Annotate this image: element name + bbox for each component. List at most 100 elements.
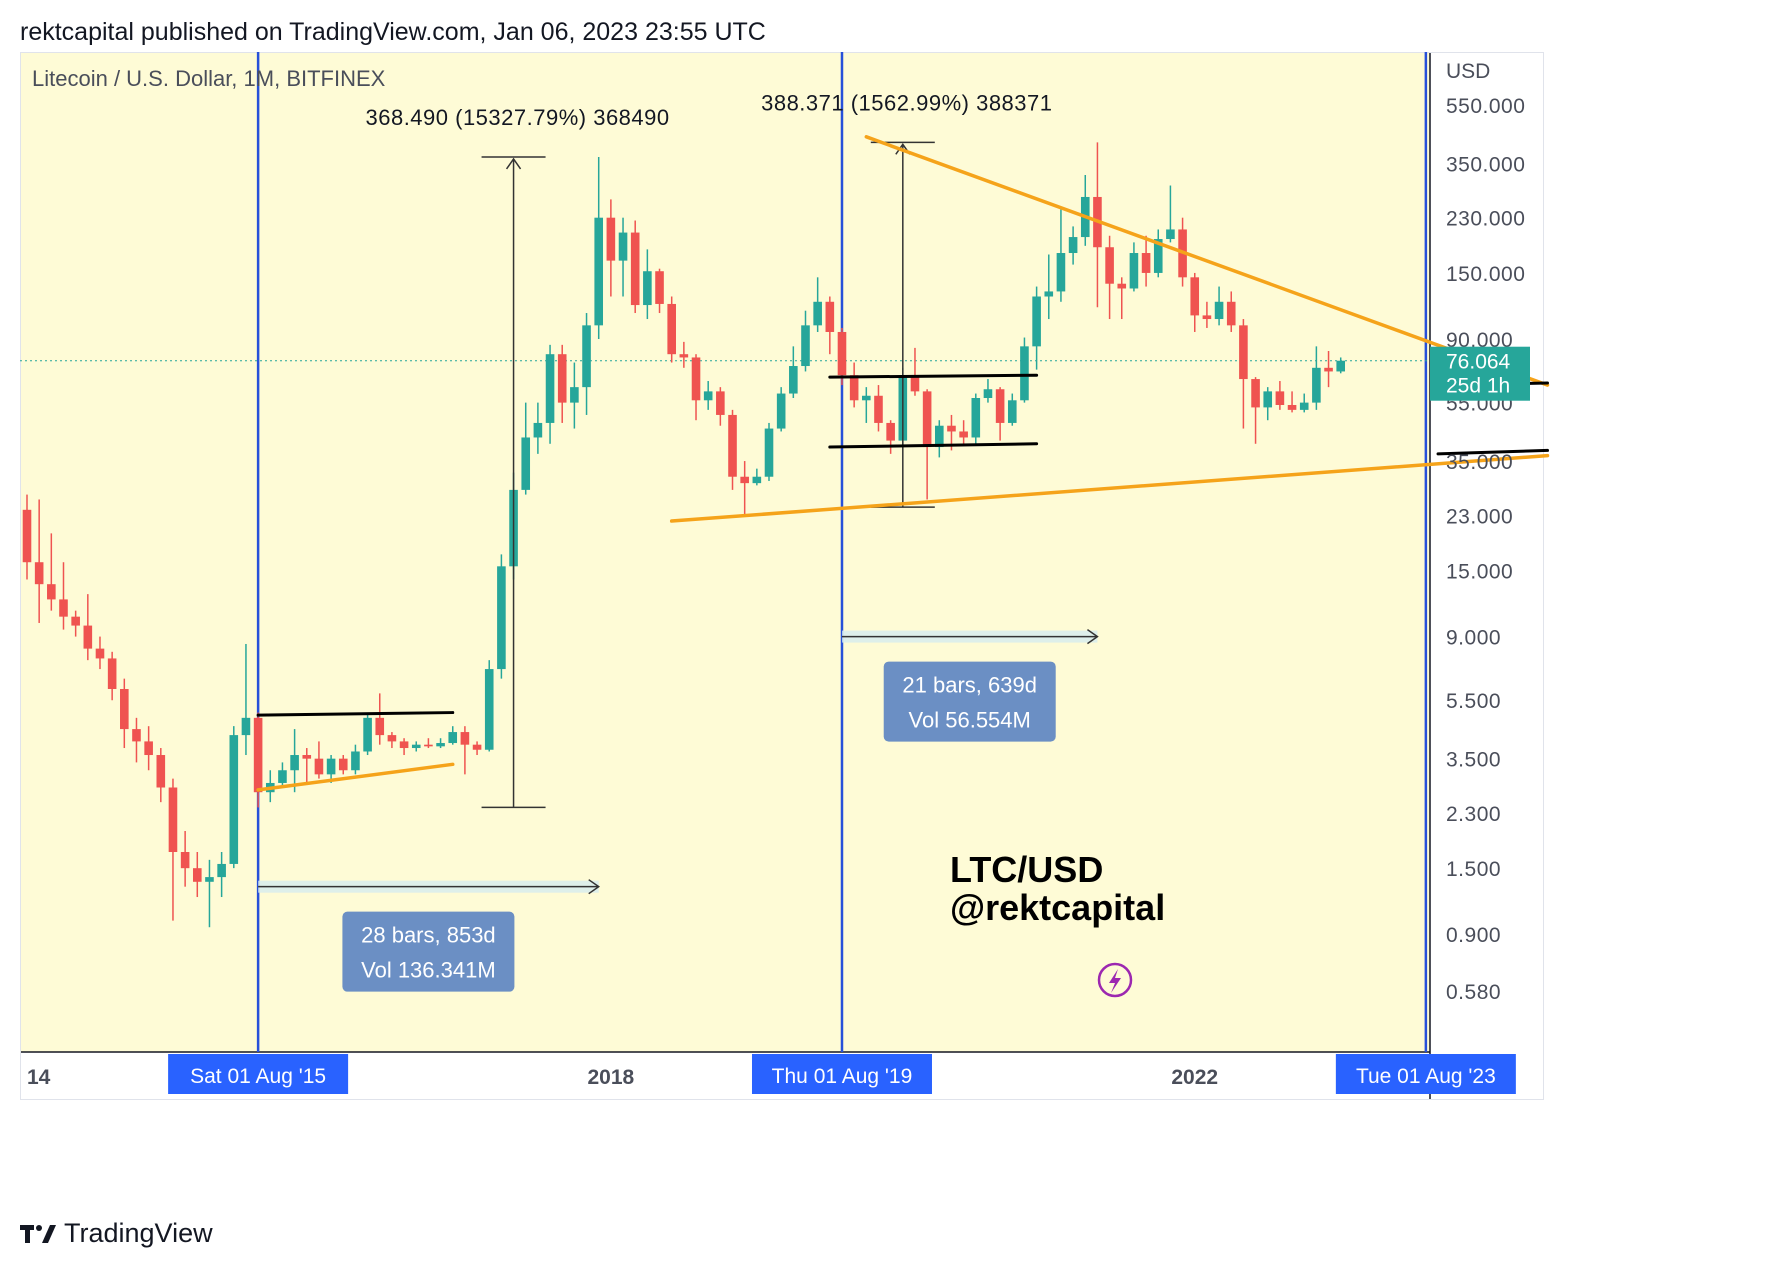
trendline-orange-1[interactable] — [669, 453, 1550, 523]
candle — [399, 738, 409, 756]
candle — [862, 387, 871, 423]
candle — [728, 409, 737, 490]
date-range-1[interactable]: 21 bars, 639d Vol 56.554M — [841, 628, 1099, 742]
candle — [825, 296, 835, 355]
candle — [1056, 209, 1066, 302]
y-tick-label: 230.000 — [1446, 208, 1525, 231]
trendline-orange-2[interactable] — [864, 135, 1550, 387]
candle — [375, 693, 385, 745]
y-tick-label: 5.500 — [1446, 690, 1501, 713]
y-tick-label: 3.500 — [1446, 749, 1501, 772]
candle — [484, 660, 494, 752]
candle — [521, 402, 531, 495]
candle — [71, 610, 80, 637]
candle — [314, 741, 324, 779]
candle — [606, 199, 616, 297]
candle — [411, 741, 421, 752]
candle — [703, 381, 713, 410]
candle — [1105, 235, 1114, 320]
y-tick-label: 1.500 — [1446, 858, 1501, 881]
x-tick-label: 2022 — [1171, 1066, 1218, 1089]
candle — [643, 249, 652, 320]
candle — [776, 387, 786, 432]
trendline-orange-0[interactable] — [256, 762, 455, 792]
date-range-vol-1: Vol 56.554M — [909, 708, 1031, 733]
candle — [813, 277, 822, 332]
candle — [1117, 277, 1127, 320]
candle — [278, 762, 287, 788]
trendline-black-7[interactable] — [1436, 448, 1549, 456]
candle — [849, 362, 859, 408]
candle — [1202, 301, 1212, 328]
candle — [1287, 391, 1297, 413]
candle — [1068, 226, 1078, 265]
candle — [1166, 185, 1175, 243]
y-tick-label: 35.000 — [1446, 451, 1513, 474]
candle — [618, 217, 628, 297]
price-axis-background — [1430, 52, 1544, 1052]
candle — [691, 354, 701, 421]
candlestick-chart[interactable]: 368.490 (15327.79%) 368490 388.371 (1562.… — [20, 47, 1774, 1200]
candle — [22, 494, 32, 580]
symbol-title: Litecoin / U.S. Dollar, 1M, BITFINEX — [32, 66, 386, 91]
svg-text:Tue 01 Aug '23: Tue 01 Aug '23 — [1356, 1065, 1496, 1088]
candle — [205, 859, 214, 928]
candle — [874, 385, 883, 432]
date-badge-0: Sat 01 Aug '15 — [168, 1054, 349, 1094]
candle — [1044, 254, 1054, 320]
candle — [387, 732, 397, 749]
candle — [533, 402, 543, 454]
candle — [752, 468, 762, 486]
y-tick-label: 23.000 — [1446, 505, 1513, 528]
candle — [679, 341, 689, 368]
candle — [95, 636, 105, 670]
candle — [241, 643, 251, 756]
candle — [1299, 393, 1309, 413]
candle — [180, 830, 190, 887]
axis-layer: 550.000350.000230.000150.00090.00055.000… — [27, 95, 1530, 1094]
date-range-vol-0: Vol 136.341M — [361, 958, 496, 983]
chart-container[interactable]: 368.490 (15327.79%) 368490 388.371 (1562.… — [20, 47, 1774, 1200]
price-range-0[interactable]: 368.490 (15327.79%) 368490 — [365, 105, 669, 809]
y-tick-label: 550.000 — [1446, 95, 1525, 118]
candle — [363, 712, 372, 756]
candle — [1226, 291, 1236, 332]
candle — [1263, 387, 1273, 421]
trendline-black-5[interactable] — [828, 442, 1039, 449]
candle — [935, 420, 944, 458]
candle — [959, 420, 968, 444]
price-range-label-0: 368.490 (15327.79%) 368490 — [365, 105, 669, 130]
candle — [1251, 377, 1260, 444]
trendline-black-3[interactable] — [256, 711, 455, 717]
candle — [156, 748, 166, 803]
candle — [594, 156, 604, 339]
trendlines-layer — [256, 135, 1550, 792]
currency-label: USD — [1446, 60, 1490, 83]
y-tick-label: 90.000 — [1446, 329, 1513, 352]
y-tick-label: 15.000 — [1446, 561, 1513, 584]
date-range-0[interactable]: 28 bars, 853d Vol 136.341M — [258, 879, 601, 992]
candle — [253, 712, 263, 808]
candle — [764, 422, 774, 481]
candle — [1032, 286, 1041, 370]
candle — [302, 748, 312, 783]
tradingview-brand[interactable]: TradingView — [20, 1218, 213, 1249]
vertical-lines-layer — [20, 47, 1430, 1052]
lightning-icon[interactable] — [1097, 962, 1133, 998]
y-tick-label: 0.900 — [1446, 924, 1501, 947]
price-range-label-1: 388.371 (1562.99%) 388371 — [761, 90, 1052, 115]
candles-layer — [22, 142, 1346, 928]
trendline-black-4[interactable] — [828, 373, 1039, 379]
candle — [740, 461, 749, 516]
candle — [1007, 393, 1017, 426]
candle — [338, 755, 348, 775]
candle — [1312, 346, 1321, 410]
brand-name: TradingView — [64, 1218, 213, 1248]
watermark-pair: LTC/USD — [950, 849, 1103, 890]
y-tick-label: 350.000 — [1446, 153, 1525, 176]
price-range-1[interactable]: 388.371 (1562.99%) 388371 — [761, 90, 1052, 508]
svg-text:Thu 01 Aug '19: Thu 01 Aug '19 — [772, 1065, 913, 1088]
date-range-box-1 — [883, 661, 1056, 742]
candle — [971, 393, 981, 444]
svg-text:Sat 01 Aug '15: Sat 01 Aug '15 — [190, 1065, 326, 1088]
